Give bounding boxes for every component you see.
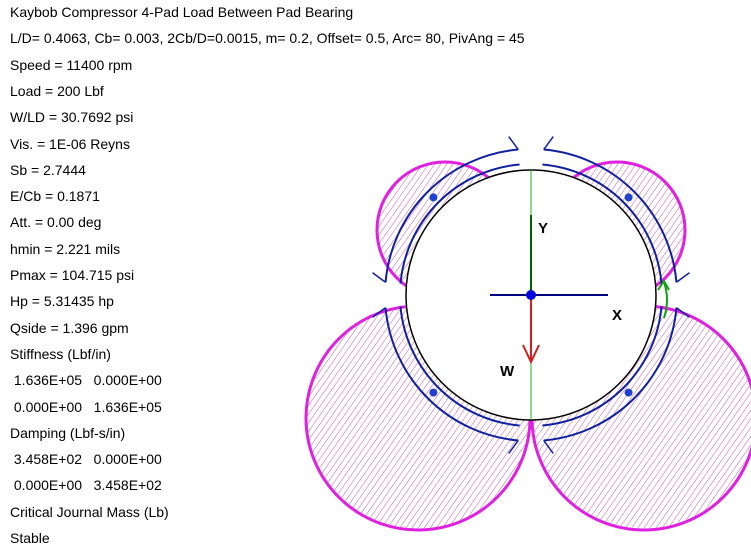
text-line: Att. = 0.00 deg (10, 214, 102, 231)
w-label: W (500, 363, 515, 380)
pad (429, 193, 438, 202)
journal-center (526, 290, 536, 300)
pad (399, 306, 520, 427)
pad (543, 148, 678, 283)
lobe (375, 160, 515, 300)
text-line: E/Cb = 0.1871 (10, 188, 100, 205)
pads (372, 136, 690, 454)
text-line: 1.636E+05 0.000E+00 (10, 372, 162, 389)
text-line: 3.458E+02 0.000E+00 (10, 451, 162, 468)
pad (384, 148, 519, 283)
text-line: Load = 200 Lbf (10, 82, 104, 99)
y-label: Y (538, 220, 548, 237)
w-arrowhead (522, 344, 540, 365)
text-line: Stiffness (Lbf/in) (10, 345, 111, 362)
pad (542, 163, 663, 284)
text-line: Speed = 11400 rpm (10, 56, 133, 73)
text-line: 0.000E+00 3.458E+02 (10, 477, 162, 494)
text-line: hmin = 2.221 mils (10, 240, 121, 257)
pressure-lobes (304, 160, 751, 532)
text-line: W/LD = 30.7692 psi (10, 109, 134, 126)
rotation-arrowhead (657, 279, 670, 291)
text-line: Pmax = 104.715 psi (10, 267, 135, 283)
pad (399, 163, 520, 284)
pad (624, 388, 633, 397)
pad (372, 307, 519, 454)
text-line: L/D= 0.4063, Cb= 0.003, 2Cb/D=0.0015, m=… (10, 30, 525, 47)
text-line: Sb = 2.7444 (10, 161, 86, 178)
pad (384, 307, 519, 442)
pad (429, 388, 438, 397)
text-line: Vis. = 1E-06 Reyns (10, 135, 130, 152)
lobe (530, 304, 751, 532)
x-label: X (612, 307, 622, 324)
lobe (547, 160, 687, 300)
pad (543, 307, 678, 442)
lobe (304, 304, 532, 532)
pad (624, 193, 633, 202)
text-line: 0.000E+00 1.636E+05 (10, 398, 162, 415)
text-line: Qside = 1.396 gpm (10, 319, 129, 336)
rotation-arrow (663, 281, 668, 319)
pad (543, 307, 690, 454)
text-line: Damping (Lbf-s/in) (10, 424, 126, 441)
pad (372, 136, 519, 283)
text-line: Kaybob Compressor 4-Pad Load Between Pad… (10, 4, 354, 20)
pad (543, 136, 690, 283)
text-line: Stable (10, 530, 50, 546)
text-line: Hp = 5.31435 hp (10, 293, 114, 310)
text-line: Critical Journal Mass (Lb) (10, 503, 169, 520)
pad (542, 306, 663, 427)
